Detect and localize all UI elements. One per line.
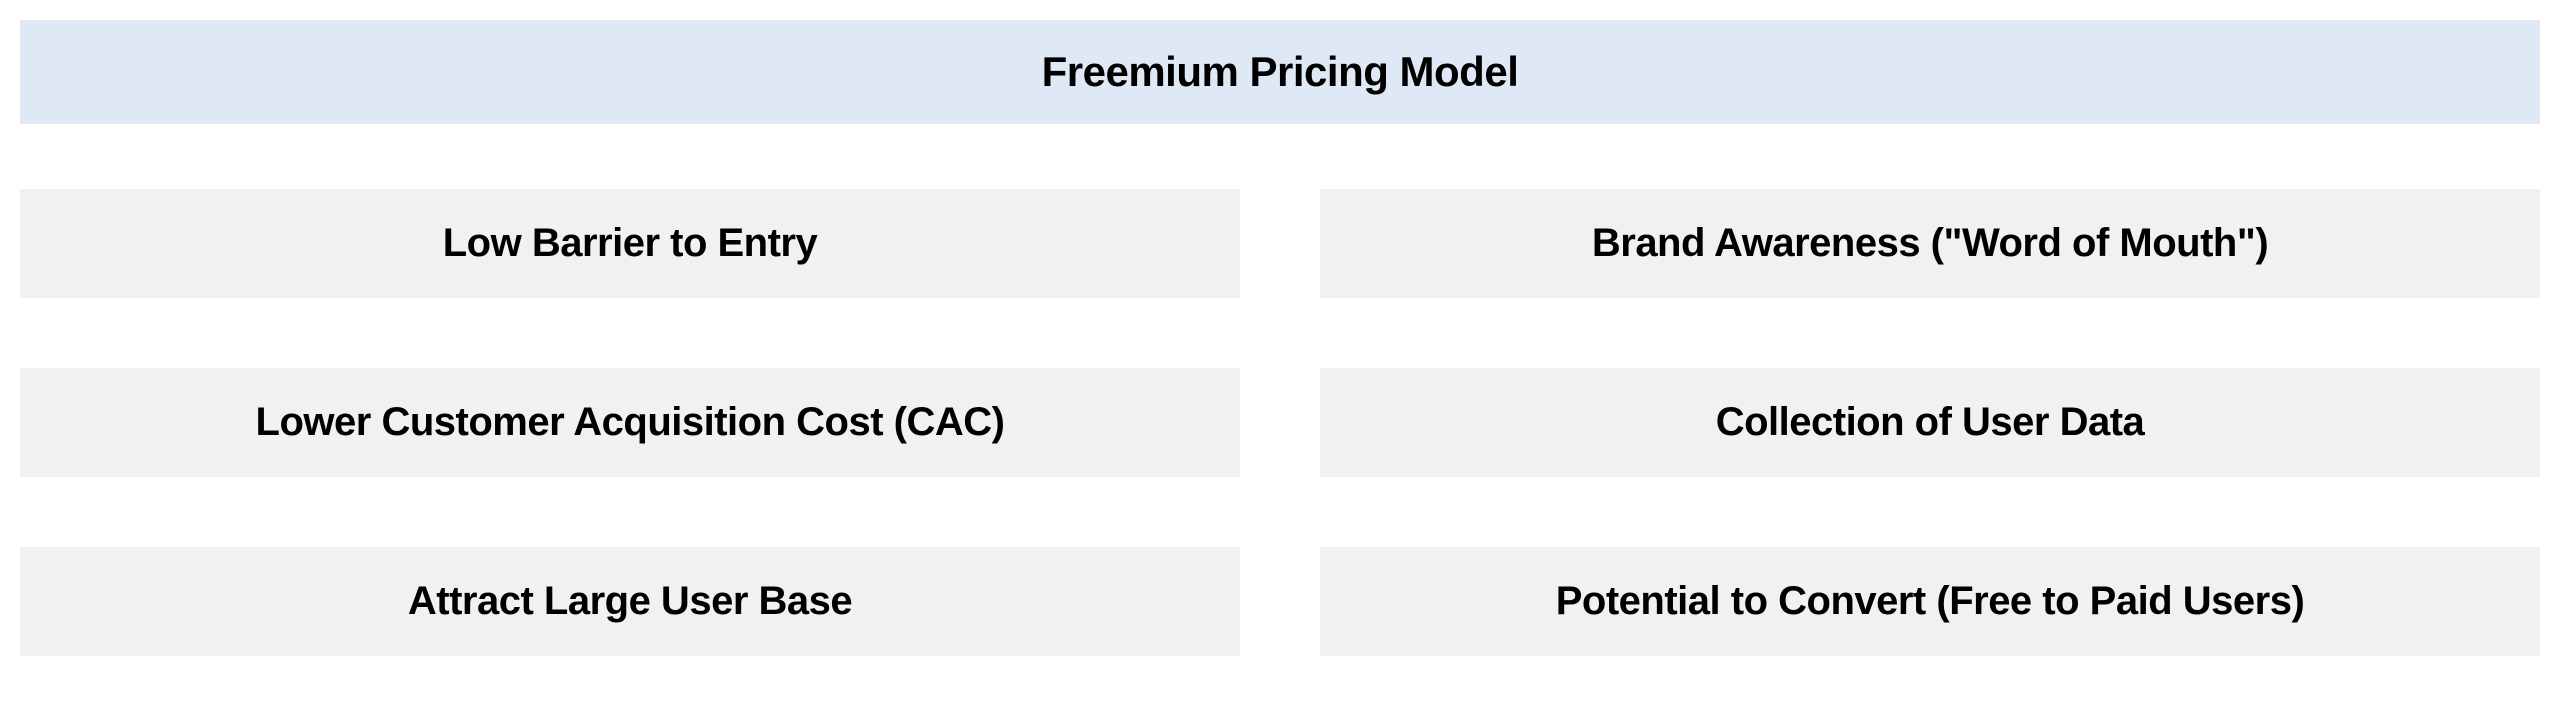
benefit-item: Low Barrier to Entry (20, 189, 1240, 298)
benefit-label: Low Barrier to Entry (443, 221, 818, 265)
benefit-label: Collection of User Data (1716, 400, 2145, 444)
benefit-label: Lower Customer Acquisition Cost (CAC) (256, 400, 1005, 444)
benefit-label: Potential to Convert (Free to Paid Users… (1556, 579, 2305, 623)
benefit-item: Lower Customer Acquisition Cost (CAC) (20, 368, 1240, 477)
benefit-label: Brand Awareness ("Word of Mouth") (1592, 221, 2268, 265)
benefit-item: Potential to Convert (Free to Paid Users… (1320, 547, 2540, 656)
benefit-item: Brand Awareness ("Word of Mouth") (1320, 189, 2540, 298)
benefit-item: Attract Large User Base (20, 547, 1240, 656)
benefit-label: Attract Large User Base (408, 579, 852, 623)
infographic-container: Freemium Pricing Model Low Barrier to En… (20, 20, 2540, 703)
header-title: Freemium Pricing Model (1042, 48, 1519, 95)
benefit-item: Collection of User Data (1320, 368, 2540, 477)
header-box: Freemium Pricing Model (20, 20, 2540, 124)
benefits-grid: Low Barrier to Entry Brand Awareness ("W… (20, 189, 2540, 656)
